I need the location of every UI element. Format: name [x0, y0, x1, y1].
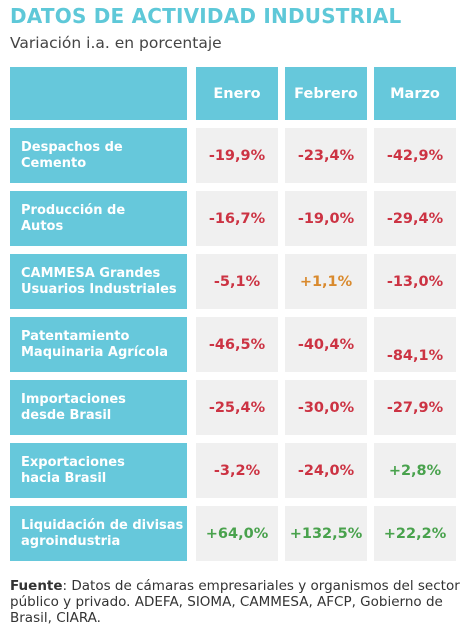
value-cell: -3,2% — [196, 443, 278, 498]
row-label-importaciones: Importaciones desde Brasil — [10, 380, 187, 435]
value-cell: -46,5% — [196, 317, 278, 372]
value-cell: -29,4% — [374, 191, 456, 246]
value-cell: +2,8% — [374, 443, 456, 498]
value-cell: -30,0% — [285, 380, 367, 435]
value-cell: -19,9% — [196, 128, 278, 183]
value-cell: +1,1% — [285, 254, 367, 309]
value-cell: -16,7% — [196, 191, 278, 246]
value-cell: -13,0% — [374, 254, 456, 309]
column-header-enero: Enero — [196, 67, 278, 120]
value-cell: +64,0% — [196, 506, 278, 561]
column-header-marzo: Marzo — [374, 67, 456, 120]
row-label-despachos-cemento: Despachos de Cemento — [10, 128, 187, 183]
row-label-exportaciones: Exportaciones hacia Brasil — [10, 443, 187, 498]
row-label-cammesa: CAMMESA Grandes Usuarios Industriales — [10, 254, 187, 309]
source-label: Fuente — [10, 578, 63, 594]
source-text: : Datos de cámaras empresariales y organ… — [10, 578, 460, 626]
value-cell: -42,9% — [374, 128, 456, 183]
table-header-corner — [10, 67, 187, 120]
value-cell: -24,0% — [285, 443, 367, 498]
value-cell: -5,1% — [196, 254, 278, 309]
value-cell: -23,4% — [285, 128, 367, 183]
value-cell: -84,1% — [374, 317, 456, 372]
column-header-febrero: Febrero — [285, 67, 367, 120]
source-note: Fuente: Datos de cámaras empresariales y… — [10, 578, 465, 626]
row-label-liquidacion-divisas: Liquidación de divisas agroindustria — [10, 506, 187, 561]
value-cell: -25,4% — [196, 380, 278, 435]
value-cell: -19,0% — [285, 191, 367, 246]
value-cell: -27,9% — [374, 380, 456, 435]
value-cell: +22,2% — [374, 506, 456, 561]
row-label-patentamiento: Patentamiento Maquinaria Agrícola — [10, 317, 187, 372]
page-title: DATOS DE ACTIVIDAD INDUSTRIAL — [10, 4, 402, 28]
page-subtitle: Variación i.a. en porcentaje — [10, 34, 222, 52]
value-cell: -40,4% — [285, 317, 367, 372]
row-label-produccion-autos: Producción de Autos — [10, 191, 187, 246]
value-cell: +132,5% — [285, 506, 367, 561]
